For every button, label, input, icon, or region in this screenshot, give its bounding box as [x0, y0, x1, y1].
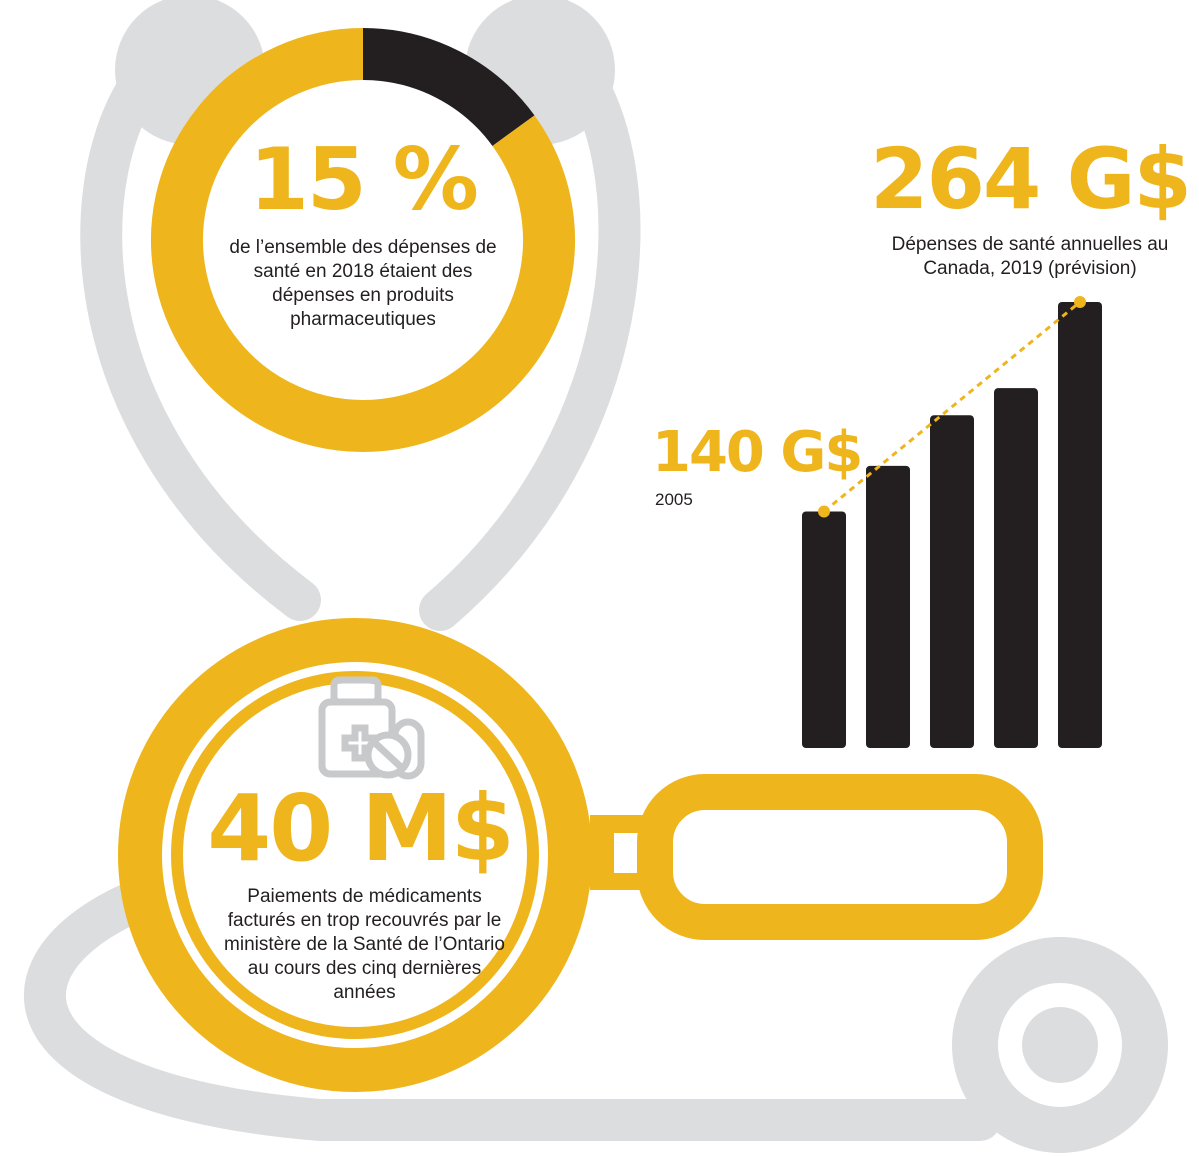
callout-value: 40 M$	[180, 775, 540, 882]
bar-chart	[802, 296, 1102, 748]
callout-text: Paiements de médicaments facturés en tro…	[222, 885, 507, 1005]
bar-category-label: Dépenses de santé annuelles au Canada, 2…	[880, 233, 1180, 281]
trend-dot	[818, 505, 830, 517]
bar	[994, 388, 1038, 748]
bar	[1058, 302, 1102, 748]
bar	[802, 511, 846, 748]
trend-dot	[1074, 296, 1086, 308]
donut-caption: de l’ensemble des dépenses de santé en 2…	[228, 236, 498, 332]
chest-piece-core	[1022, 1007, 1098, 1083]
bar	[930, 415, 974, 748]
donut-value: 15 %	[213, 130, 513, 230]
bar-value-label: 264 G$	[870, 130, 1190, 228]
bar	[866, 466, 910, 748]
infographic: 15 % de l’ensemble des dépenses de santé…	[0, 0, 1199, 1157]
bar-value-label: 140 G$	[652, 420, 861, 485]
bar-category-label: 2005	[655, 490, 693, 510]
handle	[655, 792, 1025, 922]
